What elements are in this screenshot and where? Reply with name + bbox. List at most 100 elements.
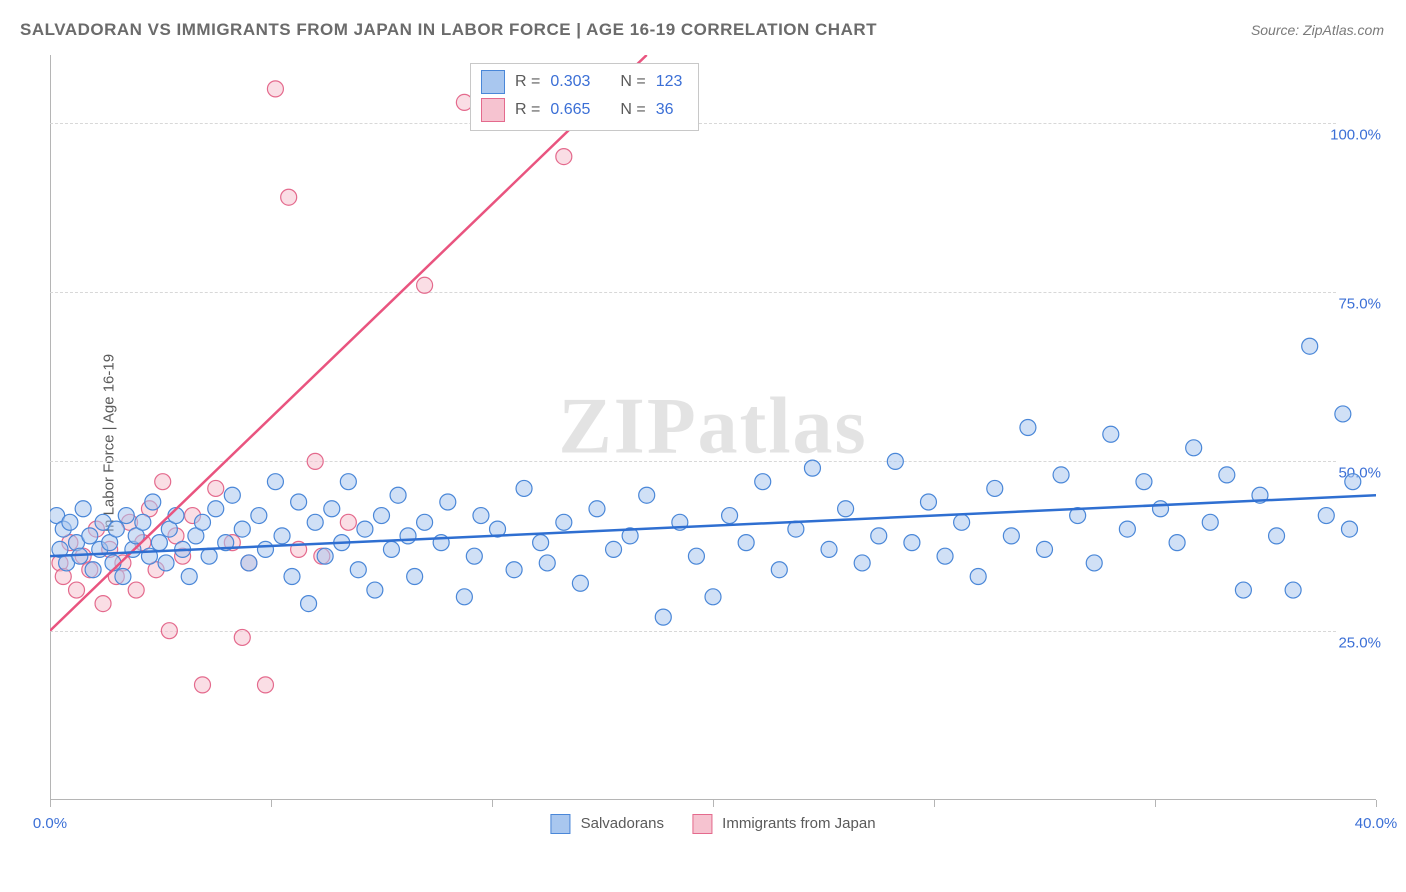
data-point (705, 589, 721, 605)
data-point (589, 501, 605, 517)
data-point (400, 528, 416, 544)
data-point (284, 569, 300, 585)
x-tick (1155, 800, 1156, 807)
data-point (771, 562, 787, 578)
stat-n-value: 123 (656, 73, 683, 91)
data-point (208, 501, 224, 517)
x-tick-label: 0.0% (33, 815, 67, 832)
data-point (1302, 338, 1318, 354)
data-point (1269, 528, 1285, 544)
data-point (224, 487, 240, 503)
data-point (267, 474, 283, 490)
data-point (755, 474, 771, 490)
data-point (158, 555, 174, 571)
data-point (1020, 420, 1036, 436)
stat-n-value: 36 (656, 101, 674, 119)
data-point (639, 487, 655, 503)
stat-n-label: N = (620, 73, 645, 91)
chart-container: In Labor Force | Age 16-19 25.0%50.0%75.… (50, 55, 1376, 830)
data-point (1186, 440, 1202, 456)
data-point (128, 582, 144, 598)
data-point (838, 501, 854, 517)
stat-r-label: R = (515, 73, 540, 91)
x-tick (934, 800, 935, 807)
legend-swatch-icon (481, 98, 505, 122)
data-point (904, 535, 920, 551)
data-point (151, 535, 167, 551)
legend-label: Salvadorans (581, 815, 664, 832)
data-point (606, 541, 622, 557)
data-point (539, 555, 555, 571)
data-point (201, 548, 217, 564)
data-point (722, 508, 738, 524)
data-point (788, 521, 804, 537)
data-point (1136, 474, 1152, 490)
data-point (257, 677, 273, 693)
x-tick-label: 40.0% (1355, 815, 1398, 832)
data-point (194, 677, 210, 693)
stats-row: R = 0.303 N = 123 (481, 68, 682, 96)
data-point (556, 514, 572, 530)
data-point (556, 149, 572, 165)
data-point (1341, 521, 1357, 537)
data-point (920, 494, 936, 510)
data-point (466, 548, 482, 564)
data-point (340, 514, 356, 530)
data-point (954, 514, 970, 530)
data-point (1335, 406, 1351, 422)
data-point (350, 562, 366, 578)
data-point (82, 528, 98, 544)
data-point (887, 453, 903, 469)
stat-r-label: R = (515, 101, 540, 119)
data-point (738, 535, 754, 551)
data-point (234, 629, 250, 645)
data-point (440, 494, 456, 510)
data-point (473, 508, 489, 524)
data-point (821, 541, 837, 557)
stats-legend-box: R = 0.303 N = 123 R = 0.665 N = 36 (470, 63, 699, 131)
chart-title: SALVADORAN VS IMMIGRANTS FROM JAPAN IN L… (20, 20, 877, 40)
data-point (281, 189, 297, 205)
legend-swatch-icon (481, 70, 505, 94)
stat-n-label: N = (620, 101, 645, 119)
data-point (1219, 467, 1235, 483)
data-point (161, 623, 177, 639)
data-point (1318, 508, 1334, 524)
data-point (987, 480, 1003, 496)
x-tick (271, 800, 272, 807)
data-point (937, 548, 953, 564)
data-point (1103, 426, 1119, 442)
data-point (155, 474, 171, 490)
data-point (340, 474, 356, 490)
data-point (1153, 501, 1169, 517)
data-point (804, 460, 820, 476)
data-point (251, 508, 267, 524)
x-tick (492, 800, 493, 807)
data-point (1119, 521, 1135, 537)
data-point (854, 555, 870, 571)
data-point (145, 494, 161, 510)
data-point (516, 480, 532, 496)
legend-label: Immigrants from Japan (722, 815, 875, 832)
data-point (85, 562, 101, 578)
data-point (390, 487, 406, 503)
data-point (572, 575, 588, 591)
data-point (234, 521, 250, 537)
data-point (115, 569, 131, 585)
data-point (108, 521, 124, 537)
data-point (1003, 528, 1019, 544)
data-point (533, 535, 549, 551)
legend-item: Immigrants from Japan (692, 814, 876, 834)
data-point (1285, 582, 1301, 598)
x-tick (1376, 800, 1377, 807)
data-point (324, 501, 340, 517)
x-tick (713, 800, 714, 807)
source-label: Source: ZipAtlas.com (1251, 22, 1384, 38)
data-point (871, 528, 887, 544)
data-point (118, 508, 134, 524)
data-point (241, 555, 257, 571)
data-point (181, 569, 197, 585)
data-point (75, 501, 91, 517)
data-point (267, 81, 283, 97)
stat-r-value: 0.303 (550, 73, 590, 91)
